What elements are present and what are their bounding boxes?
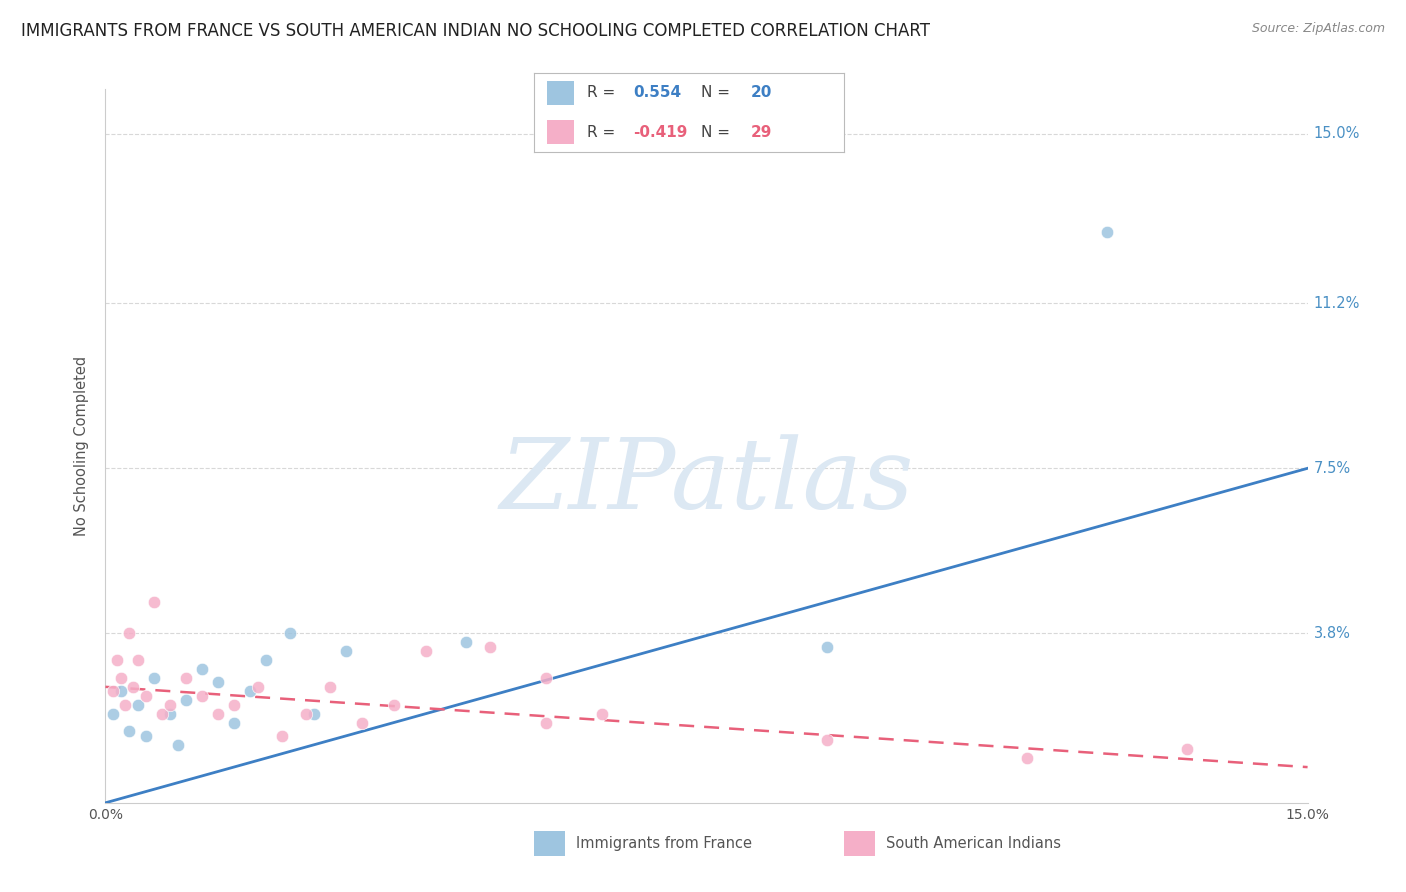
Text: N =: N = (702, 125, 735, 139)
Text: ZIPatlas: ZIPatlas (499, 434, 914, 529)
Text: 7.5%: 7.5% (1313, 461, 1351, 475)
Text: 0.554: 0.554 (633, 86, 682, 100)
Point (222, 698, 245, 712)
Point (295, 706, 318, 721)
Point (103, 684, 125, 698)
Point (190, 662, 212, 676)
Point (114, 698, 136, 712)
Text: IMMIGRANTS FROM FRANCE VS SOUTH AMERICAN INDIAN NO SCHOOLING COMPLETED CORRELATI: IMMIGRANTS FROM FRANCE VS SOUTH AMERICAN… (21, 22, 931, 40)
Point (534, 715, 557, 730)
Text: -0.419: -0.419 (633, 125, 688, 139)
Point (207, 706, 229, 721)
Point (335, 644, 357, 658)
Point (166, 738, 188, 752)
Point (246, 680, 269, 694)
Point (150, 706, 173, 721)
Point (382, 698, 405, 712)
Point (118, 626, 141, 640)
Text: 20: 20 (751, 86, 772, 100)
Point (1175, 742, 1198, 756)
Text: Immigrants from France: Immigrants from France (576, 837, 752, 851)
Point (456, 635, 478, 649)
Text: Source: ZipAtlas.com: Source: ZipAtlas.com (1251, 22, 1385, 36)
Point (110, 671, 132, 685)
Point (174, 671, 197, 685)
Point (159, 706, 181, 721)
Text: N =: N = (702, 86, 735, 100)
Text: 11.2%: 11.2% (1313, 296, 1360, 310)
Y-axis label: No Schooling Completed: No Schooling Completed (75, 356, 90, 536)
Point (534, 671, 557, 685)
Point (159, 698, 181, 712)
Point (135, 689, 157, 703)
Text: 29: 29 (751, 125, 772, 139)
Point (107, 653, 129, 667)
Point (815, 640, 838, 654)
Point (278, 626, 301, 640)
Point (479, 640, 502, 654)
Point (207, 675, 229, 690)
Point (302, 706, 325, 721)
Text: R =: R = (586, 125, 620, 139)
Point (415, 644, 437, 658)
Bar (547, 120, 575, 144)
Text: 15.0%: 15.0% (1313, 127, 1360, 141)
Point (270, 729, 292, 743)
Point (815, 733, 838, 747)
Point (127, 698, 149, 712)
Point (190, 689, 212, 703)
Point (103, 706, 125, 721)
Text: R =: R = (586, 86, 620, 100)
Point (222, 715, 245, 730)
Point (591, 706, 613, 721)
Point (142, 595, 165, 609)
Text: 3.8%: 3.8% (1313, 626, 1351, 640)
Point (239, 684, 262, 698)
Point (127, 653, 149, 667)
Point (1015, 751, 1038, 765)
Text: South American Indians: South American Indians (886, 837, 1060, 851)
Point (122, 680, 145, 694)
Point (118, 724, 141, 739)
Point (174, 693, 197, 707)
Point (110, 684, 132, 698)
Bar (547, 81, 575, 104)
Point (142, 671, 165, 685)
Point (319, 680, 342, 694)
Point (135, 729, 157, 743)
Point (254, 653, 277, 667)
Point (350, 715, 373, 730)
Point (1097, 225, 1119, 239)
